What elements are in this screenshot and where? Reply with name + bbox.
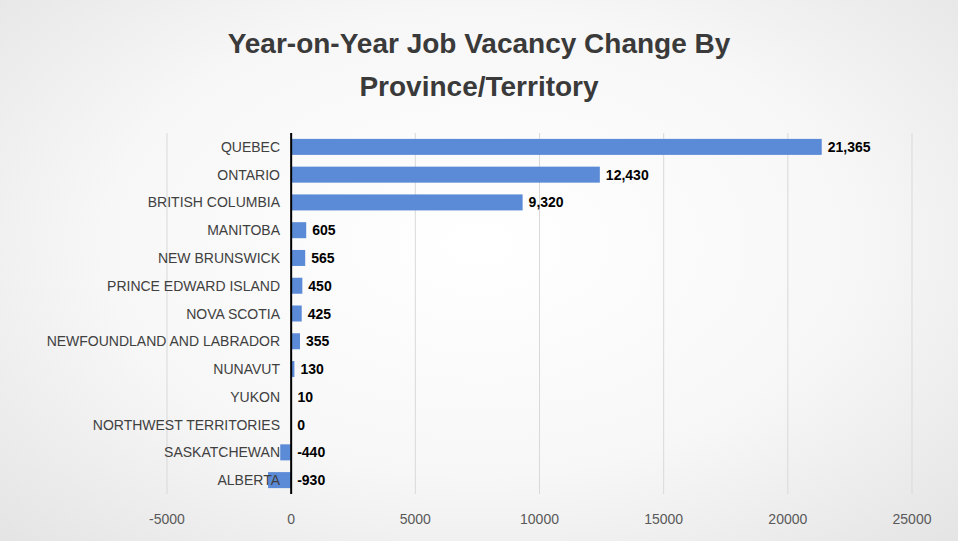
data-label: 21,365 xyxy=(828,139,871,155)
category-label: NUNAVUT xyxy=(213,361,280,377)
category-label: QUEBEC xyxy=(221,139,280,155)
category-label: ALBERTA xyxy=(217,472,280,488)
data-label: 0 xyxy=(297,417,305,433)
tick-label: 20000 xyxy=(768,511,807,527)
grid-line xyxy=(415,133,416,494)
category-label: ONTARIO xyxy=(217,167,280,183)
category-label: NEWFOUNDLAND AND LABRADOR xyxy=(47,333,280,349)
grid-line xyxy=(787,133,788,494)
category-label: MANITOBA xyxy=(207,222,281,238)
category-labels: QUEBEC ONTARIO BRITISH COLUMBIA MANITOBA NEW… xyxy=(47,139,281,488)
bar xyxy=(291,167,600,183)
data-label: 130 xyxy=(300,361,324,377)
category-label: NOVA SCOTIA xyxy=(186,306,281,322)
grid-line xyxy=(539,133,540,494)
bar xyxy=(291,306,302,322)
tick-label: 0 xyxy=(287,511,295,527)
data-label: 355 xyxy=(306,333,330,349)
data-label: 605 xyxy=(312,222,336,238)
grid-line xyxy=(291,133,292,494)
chart: -5000 0 5000 10000 15000 20000 25000 21,365 12,4… xyxy=(0,0,958,541)
grid-line xyxy=(912,133,913,494)
data-label: 565 xyxy=(311,250,335,266)
bar xyxy=(291,278,302,294)
data-label: 450 xyxy=(308,278,332,294)
category-label: YUKON xyxy=(230,389,280,405)
category-label: BRITISH COLUMBIA xyxy=(148,194,281,210)
category-label: SASKATCHEWAN xyxy=(164,444,280,460)
tick-label: 25000 xyxy=(893,511,932,527)
chart-title: Year-on-Year Job Vacancy Change By Provi… xyxy=(179,22,779,108)
bars xyxy=(268,139,822,488)
bar xyxy=(291,333,300,349)
axis-line xyxy=(290,133,292,494)
data-label: -440 xyxy=(297,444,325,460)
category-label: NORTHWEST TERRITORIES xyxy=(93,417,280,433)
tick-label: 5000 xyxy=(400,511,431,527)
bar xyxy=(291,250,305,266)
data-labels: 21,365 12,430 9,320 605 565 450 425 355 130 10 0 -4… xyxy=(297,139,871,488)
bar xyxy=(280,444,291,460)
data-label: 12,430 xyxy=(606,167,649,183)
tick-label: 10000 xyxy=(520,511,559,527)
category-label: PRINCE EDWARD ISLAND xyxy=(107,278,280,294)
data-label: 10 xyxy=(297,389,313,405)
grid-line xyxy=(663,133,664,494)
bar xyxy=(291,222,306,238)
grid xyxy=(167,133,912,494)
data-label: 425 xyxy=(308,306,332,322)
grid-line xyxy=(167,133,168,494)
tick-label: 15000 xyxy=(644,511,683,527)
tick-label: -5000 xyxy=(149,511,185,527)
data-label: 9,320 xyxy=(529,194,564,210)
category-label: NEW BRUNSWICK xyxy=(158,250,281,266)
bar xyxy=(291,194,522,210)
x-tick-labels: -5000 0 5000 10000 15000 20000 25000 xyxy=(149,511,932,527)
data-label: -930 xyxy=(297,472,325,488)
bar xyxy=(291,139,822,155)
